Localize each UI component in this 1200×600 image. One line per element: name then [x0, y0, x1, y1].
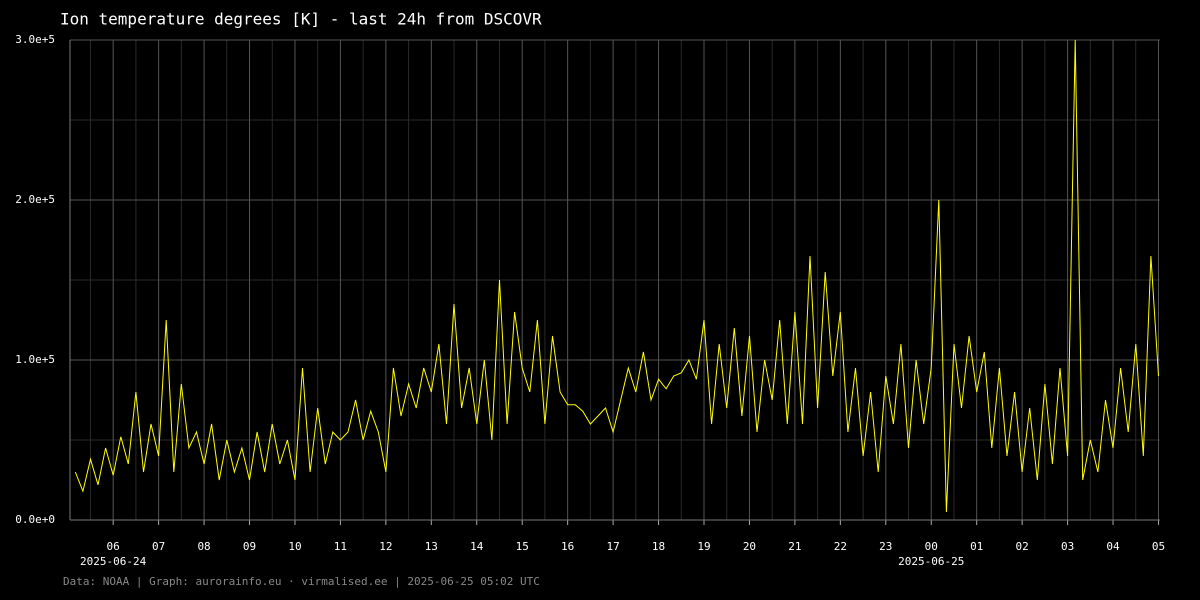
x-tick-label: 15	[516, 540, 529, 553]
x-tick-label: 06	[107, 540, 120, 553]
x-tick-label: 22	[834, 540, 847, 553]
x-tick-label: 05	[1152, 540, 1165, 553]
x-tick-label: 11	[334, 540, 347, 553]
x-tick-label: 00	[925, 540, 938, 553]
x-tick-label: 10	[288, 540, 301, 553]
x-tick-label: 03	[1061, 540, 1074, 553]
x-tick-label: 02	[1016, 540, 1029, 553]
x-tick-label: 20	[743, 540, 756, 553]
x-tick-label: 18	[652, 540, 665, 553]
x-tick-label: 01	[970, 540, 983, 553]
x-tick-label: 17	[606, 540, 619, 553]
data-line	[74, 39, 1159, 513]
y-tick-label: 3.0e+5	[15, 33, 55, 46]
y-tick-label: 0.0e+0	[15, 513, 55, 526]
footer: Data: NOAA | Graph: aurorainfo.eu · virm…	[63, 575, 540, 588]
x-tick-label: 12	[379, 540, 392, 553]
x-date-label: 2025-06-24	[80, 555, 147, 568]
x-tick-label: 07	[152, 540, 165, 553]
x-date-label: 2025-06-25	[898, 555, 964, 568]
x-tick-label: 21	[788, 540, 801, 553]
x-tick-label: 08	[197, 540, 210, 553]
x-tick-label: 13	[425, 540, 438, 553]
y-tick-label: 2.0e+5	[15, 193, 55, 206]
x-tick-label: 19	[697, 540, 710, 553]
x-tick-label: 23	[879, 540, 892, 553]
x-tick-label: 14	[470, 540, 484, 553]
x-tick-label: 16	[561, 540, 574, 553]
x-tick-label: 04	[1106, 540, 1120, 553]
x-tick-label: 09	[243, 540, 256, 553]
y-tick-label: 1.0e+5	[15, 353, 55, 366]
chart-title: Ion temperature degrees [K] - last 24h f…	[60, 10, 542, 29]
